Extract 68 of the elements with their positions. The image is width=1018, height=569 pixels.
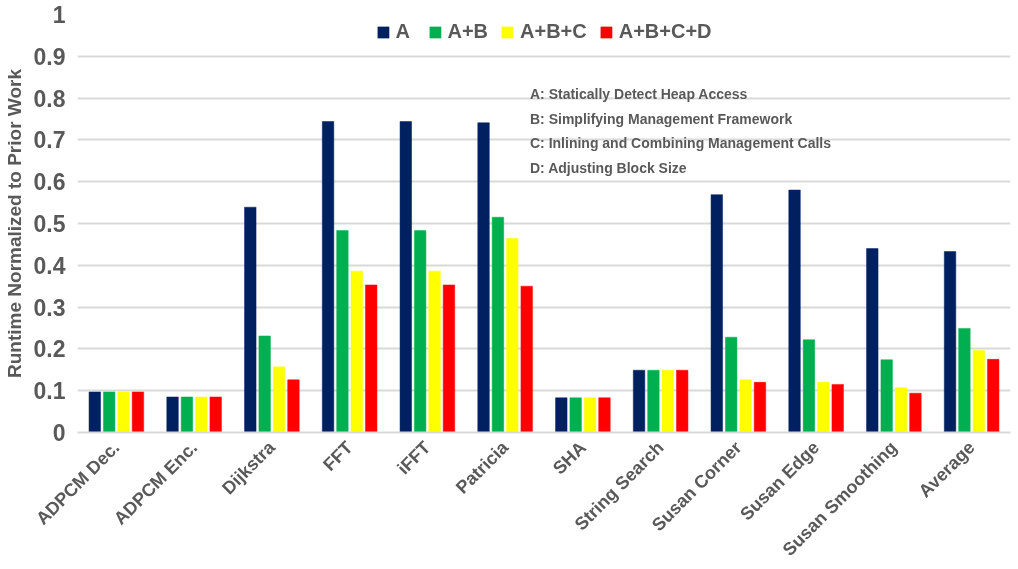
bar	[598, 397, 611, 433]
bar	[399, 121, 412, 433]
bar	[428, 270, 441, 433]
bar	[117, 391, 130, 433]
bar	[661, 369, 674, 433]
bar	[725, 336, 738, 433]
bar	[365, 284, 378, 433]
bar	[195, 396, 208, 433]
bar	[802, 339, 815, 433]
bar	[180, 396, 193, 433]
bar	[676, 369, 689, 433]
bar	[209, 396, 222, 433]
y-tick-label: 0	[52, 420, 66, 446]
annotation: C: Inlining and Combining Management Calls	[530, 135, 832, 152]
bar	[258, 335, 271, 433]
bar	[710, 194, 723, 433]
bar	[442, 284, 455, 433]
bar	[909, 392, 922, 433]
bar	[569, 397, 582, 433]
bar	[336, 230, 349, 433]
bar	[506, 238, 519, 433]
y-tick-label: 0.4	[33, 252, 66, 279]
bar	[647, 369, 660, 433]
bar	[166, 396, 179, 433]
y-tick-label: 0.8	[33, 85, 66, 112]
y-tick-label: 0.5	[33, 211, 66, 237]
bar	[584, 397, 597, 433]
bar	[944, 251, 957, 433]
bar	[477, 122, 490, 433]
bar	[555, 397, 568, 433]
bar	[633, 369, 646, 433]
bar	[739, 379, 752, 433]
bar	[244, 206, 257, 433]
annotation: D: Adjusting Block Size	[530, 159, 687, 176]
bar	[520, 285, 533, 433]
annotation: A: Statically Detect Heap Access	[530, 85, 748, 102]
legend-label: A+B+C+D	[618, 20, 712, 43]
y-tick-label: 0.2	[33, 336, 66, 363]
bar	[88, 391, 101, 433]
bar	[131, 391, 144, 433]
legend-label: A	[395, 20, 411, 43]
bar	[287, 379, 300, 433]
legend-label: A+B+C	[520, 20, 587, 43]
bar	[972, 350, 985, 433]
bar	[491, 216, 504, 433]
bar	[273, 366, 286, 433]
legend-label: A+B	[447, 20, 489, 43]
bar	[414, 230, 427, 433]
bar	[322, 121, 335, 433]
bar	[350, 270, 363, 433]
bar	[987, 359, 1000, 433]
y-tick-label: 0.9	[33, 43, 66, 70]
annotation: B: Simplifying Management Framework	[530, 110, 793, 127]
y-tick-label: 0.7	[33, 127, 66, 154]
bar	[958, 328, 971, 433]
bar	[895, 387, 908, 433]
bar	[103, 391, 116, 433]
y-tick-label: 0.1	[33, 378, 66, 405]
bar	[788, 189, 801, 433]
y-axis-title: Runtime Normalized to Prior Work	[3, 68, 25, 378]
bar	[817, 382, 830, 433]
bar	[866, 248, 879, 433]
y-tick-label: 0.3	[33, 294, 66, 321]
bar	[880, 359, 893, 433]
y-tick-label: 1	[52, 2, 66, 28]
bar	[831, 384, 844, 433]
y-tick-label: 0.6	[33, 169, 66, 196]
bar	[753, 382, 766, 433]
